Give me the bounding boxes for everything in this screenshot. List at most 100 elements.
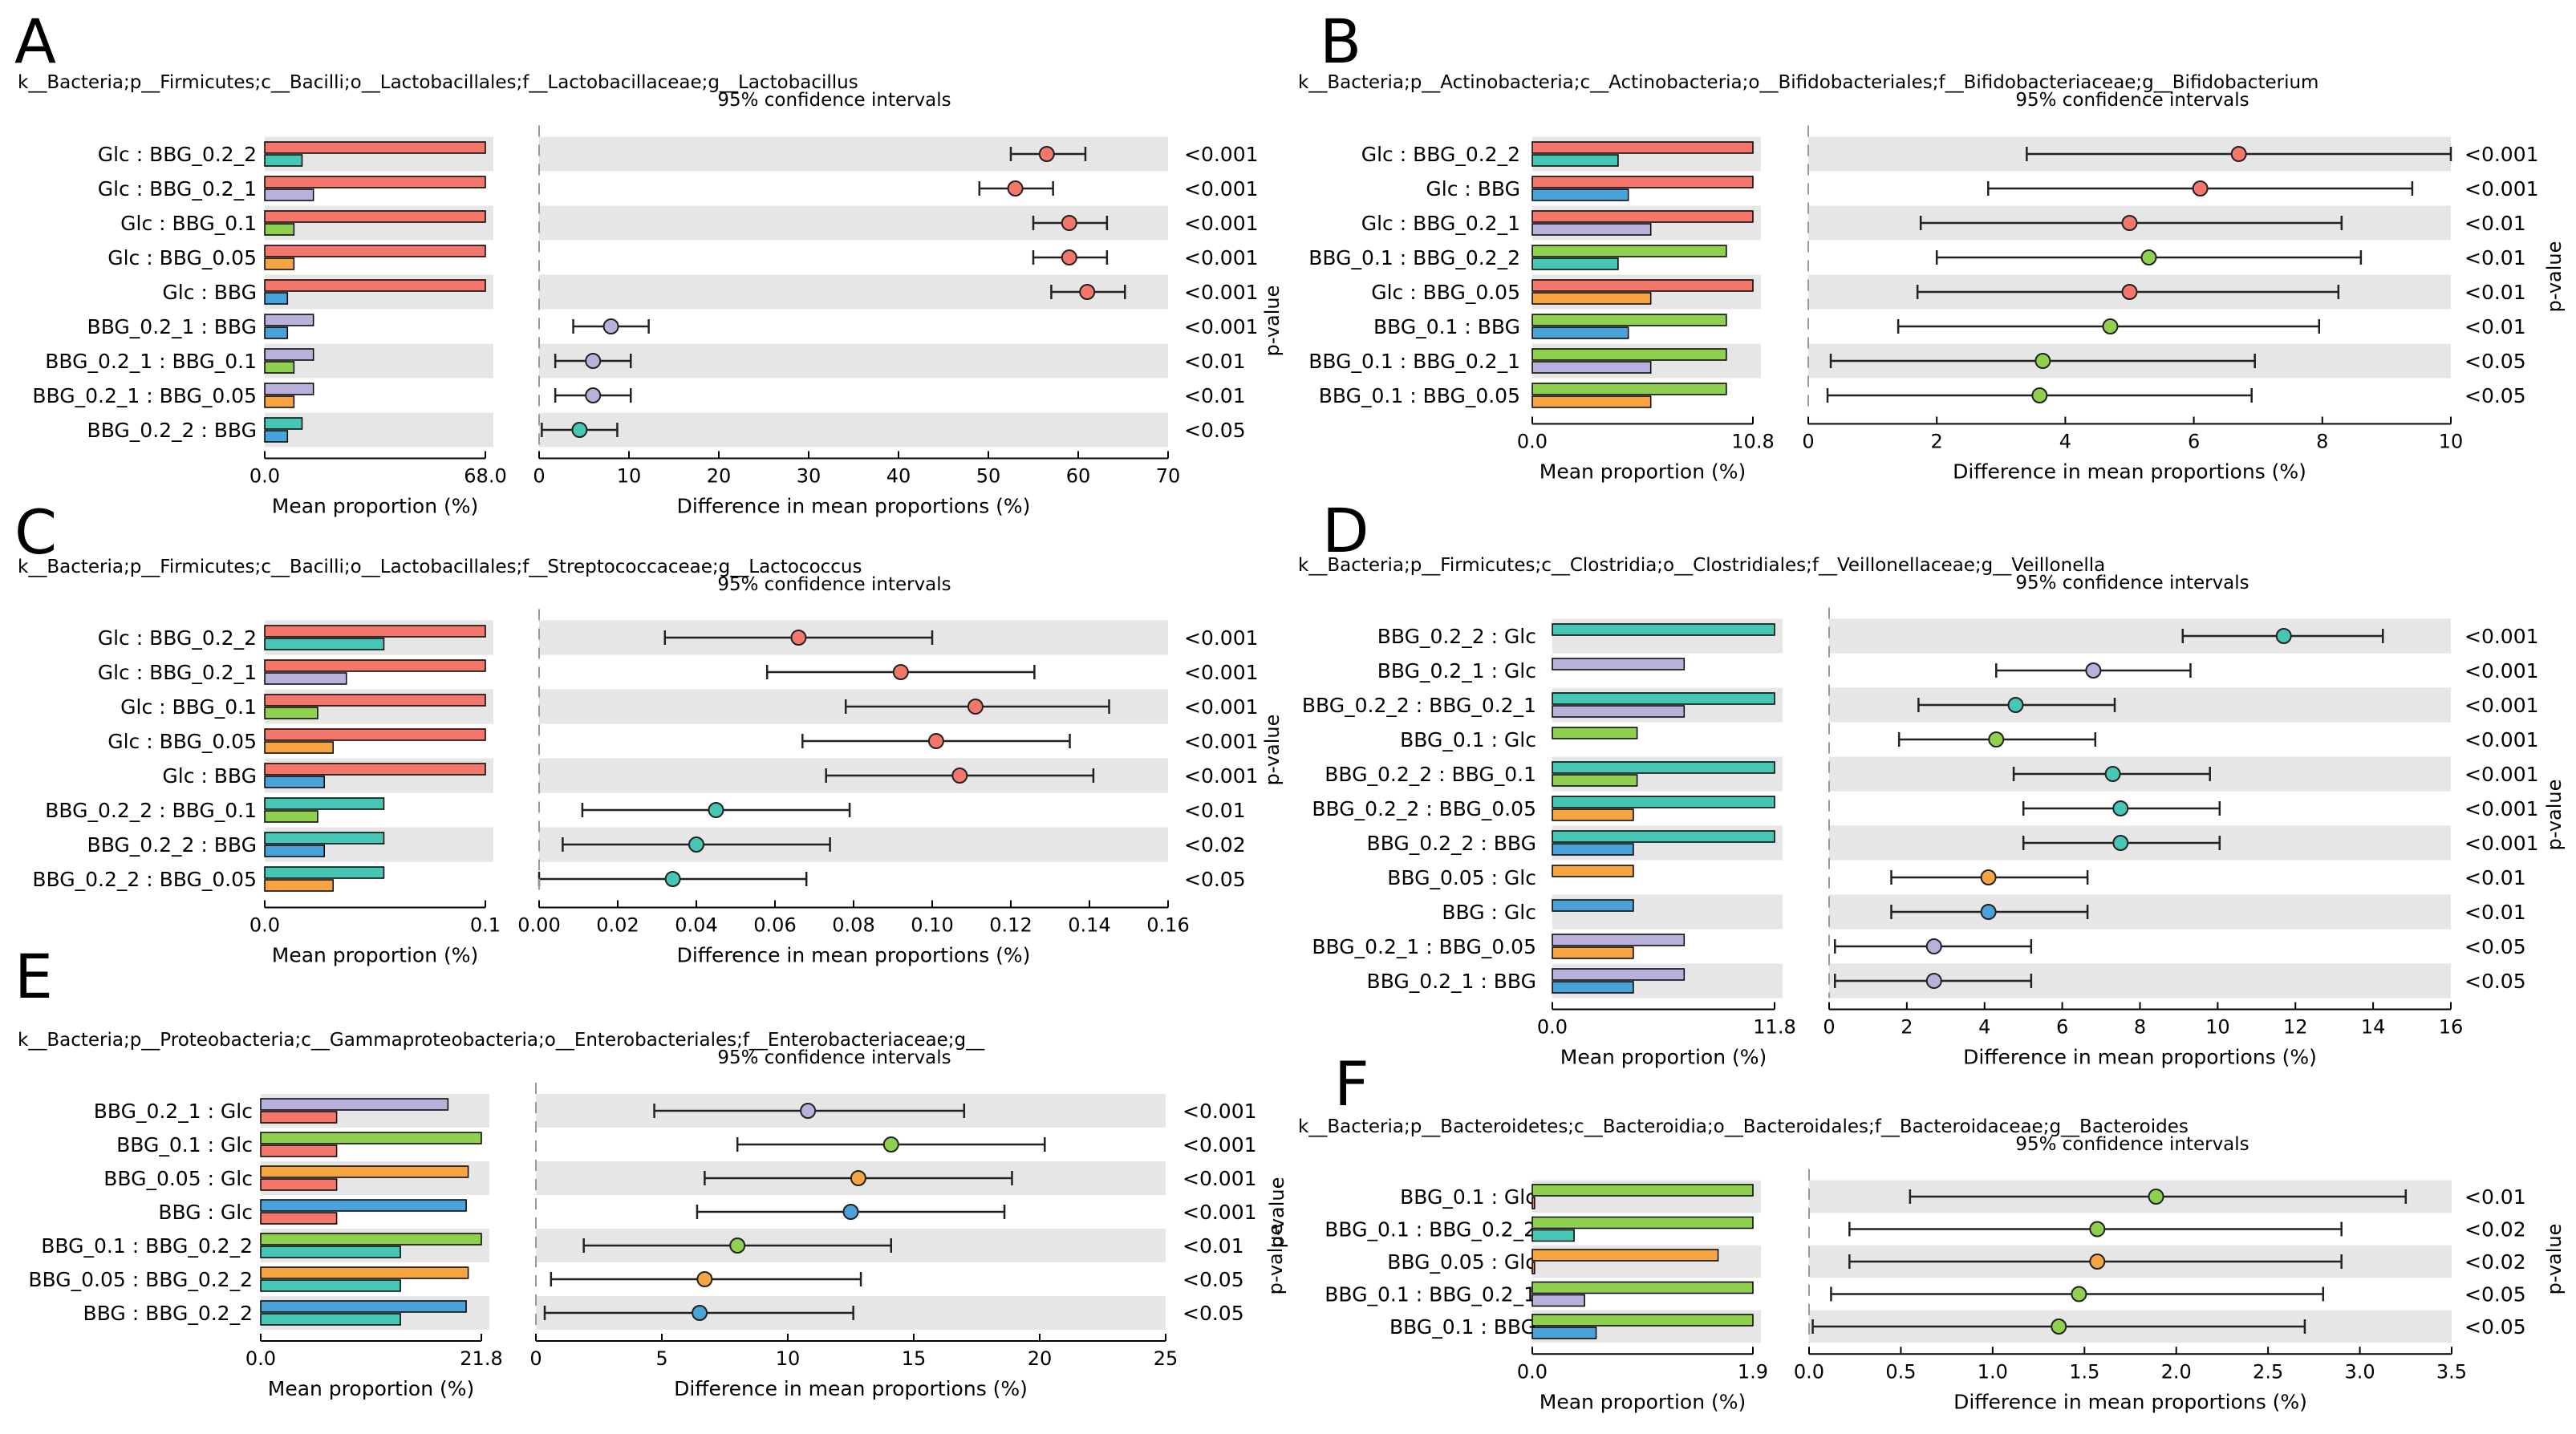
diff-point <box>2148 1189 2164 1205</box>
right-tick-label: 0 <box>529 1347 542 1370</box>
right-tick-label: 1.5 <box>2069 1360 2099 1383</box>
left-x-label: Mean proportion (%) <box>1540 460 1746 484</box>
mean-bar-group2 <box>264 672 347 685</box>
mean-bar-group2 <box>1531 326 1629 339</box>
right-x-label: Difference in mean proportions (%) <box>677 944 1031 967</box>
p-value: <0.05 <box>2464 1283 2526 1306</box>
mean-bar-group2 <box>264 395 295 408</box>
comparison-label: Glc : BBG <box>1426 177 1520 201</box>
mean-bar-group2 <box>1531 154 1619 167</box>
mean-bar-group1 <box>1531 1314 1754 1327</box>
diff-point <box>1980 869 1997 885</box>
right-tick-label: 0.06 <box>753 914 796 937</box>
diff-point <box>1925 938 1942 954</box>
diff-point <box>2230 146 2247 162</box>
p-value: <0.01 <box>2464 246 2526 269</box>
diff-point <box>2007 697 2024 713</box>
right-tick-label: 50 <box>976 465 1001 488</box>
p-value: <0.01 <box>2464 315 2526 338</box>
left-tick-label: 10.8 <box>1731 431 1774 453</box>
diff-point <box>664 871 681 887</box>
p-value-axis-label: p-value <box>1261 286 1284 357</box>
p-value: <0.001 <box>2464 177 2539 201</box>
comparison-label: BBG_0.2_1 : BBG_0.05 <box>1312 935 1536 958</box>
mean-bar-group2 <box>260 1144 338 1157</box>
comparison-label: BBG_0.2_2 : BBG_0.05 <box>1312 797 1536 820</box>
mean-bar-group2 <box>260 1313 401 1326</box>
taxon-title: k__Bacteria;p__Firmicutes;c__Clostridia;… <box>1298 555 2105 576</box>
right-tick-label: 10 <box>2205 1016 2230 1039</box>
comparison-label: BBG_0.2_2 : BBG <box>87 833 257 857</box>
diff-point <box>882 1136 899 1152</box>
mean-bar-group1 <box>1552 899 1634 912</box>
comparison-label: BBG_0.2_2 : BBG_0.2_1 <box>1302 694 1536 717</box>
comparison-label: BBG_0.2_2 : BBG <box>1367 832 1536 855</box>
mean-bar-group2 <box>1531 395 1652 408</box>
right-tick-label: 0.08 <box>832 914 874 937</box>
right-x-label: Difference in mean proportions (%) <box>1963 1046 2317 1069</box>
comparison-label: Glc : BBG_0.2_1 <box>98 177 257 201</box>
right-tick-label: 6 <box>2188 431 2200 453</box>
mean-bar-group2 <box>1552 705 1686 718</box>
mean-bar-group2 <box>264 810 318 823</box>
comparison-label: Glc : BBG_0.2_1 <box>98 661 257 684</box>
mean-bar-group2 <box>1552 774 1638 787</box>
right-tick-label: 30 <box>797 465 821 488</box>
diff-point <box>2031 387 2048 403</box>
diff-point <box>790 630 807 646</box>
mean-bar-group2 <box>1531 1197 1535 1209</box>
right-tick-label: 8 <box>2134 1016 2146 1039</box>
mean-bar-group2 <box>264 638 385 650</box>
comparison-label: BBG_0.2_1 : BBG_0.05 <box>32 384 257 407</box>
right-tick-label: 10 <box>776 1347 801 1370</box>
mean-bar-group1 <box>260 1098 449 1111</box>
mean-bar-group1 <box>260 1233 482 1246</box>
mean-bar-group1 <box>264 832 385 845</box>
mean-bar-group2 <box>264 430 289 443</box>
right-tick-label: 3.0 <box>2344 1360 2375 1383</box>
diff-point <box>951 768 968 784</box>
diff-point <box>2089 1221 2106 1238</box>
p-value: <0.02 <box>2464 1250 2526 1274</box>
diff-point <box>1079 284 1096 300</box>
mean-bar-group2 <box>264 879 334 892</box>
p-value-axis-label: p-value <box>1261 715 1284 786</box>
ci-title: 95% confidence intervals <box>2015 90 2249 111</box>
p-value-axis-label: p-value <box>1266 1177 1288 1249</box>
mean-bar-group1 <box>1552 727 1638 739</box>
p-value: <0.01 <box>2464 281 2526 304</box>
left-x-label: Mean proportion (%) <box>1540 1390 1746 1413</box>
p-value: <0.01 <box>1184 384 1246 407</box>
mean-bar-group2 <box>260 1178 338 1191</box>
comparison-label: BBG_0.2_2 : Glc <box>1377 625 1536 648</box>
taxon-title: k__Bacteria;p__Firmicutes;c__Bacilli;o__… <box>18 557 862 577</box>
p-value: <0.02 <box>2464 1218 2526 1242</box>
p-value: <0.05 <box>1183 1268 1244 1291</box>
mean-bar-group1 <box>264 279 486 292</box>
right-tick-label: 40 <box>886 465 911 488</box>
diff-point <box>1038 146 1055 162</box>
comparison-label: BBG : Glc <box>1442 901 1536 924</box>
mean-bar-group1 <box>264 417 303 430</box>
p-value: <0.001 <box>1184 143 1259 166</box>
comparison-label: Glc : BBG_0.2_2 <box>98 143 257 166</box>
comparison-label: BBG_0.05 : BBG_0.2_2 <box>28 1268 253 1291</box>
p-value-axis-label: p-value <box>2543 241 2566 313</box>
p-value: <0.001 <box>2464 763 2539 786</box>
p-value: <0.05 <box>2464 970 2526 993</box>
mean-bar-group2 <box>264 361 295 374</box>
panel-D: Dk__Bacteria;p__Firmicutes;c__Clostridia… <box>1298 495 2566 1069</box>
diff-point <box>2275 628 2292 644</box>
comparison-label: BBG_0.1 : BBG_0.2_2 <box>1325 1218 1536 1242</box>
right-tick-label: 1.0 <box>1978 1360 2008 1383</box>
diff-point <box>850 1170 866 1186</box>
left-x-label: Mean proportion (%) <box>1560 1046 1767 1069</box>
comparison-label: BBG_0.2_2 : BBG <box>87 419 257 442</box>
diff-point <box>2121 284 2138 300</box>
right-tick-label: 2.5 <box>2253 1360 2283 1383</box>
mean-bar-group1 <box>260 1199 467 1212</box>
p-value: <0.001 <box>2464 625 2539 648</box>
diff-point <box>2192 180 2209 196</box>
p-value: <0.05 <box>2464 1315 2526 1339</box>
